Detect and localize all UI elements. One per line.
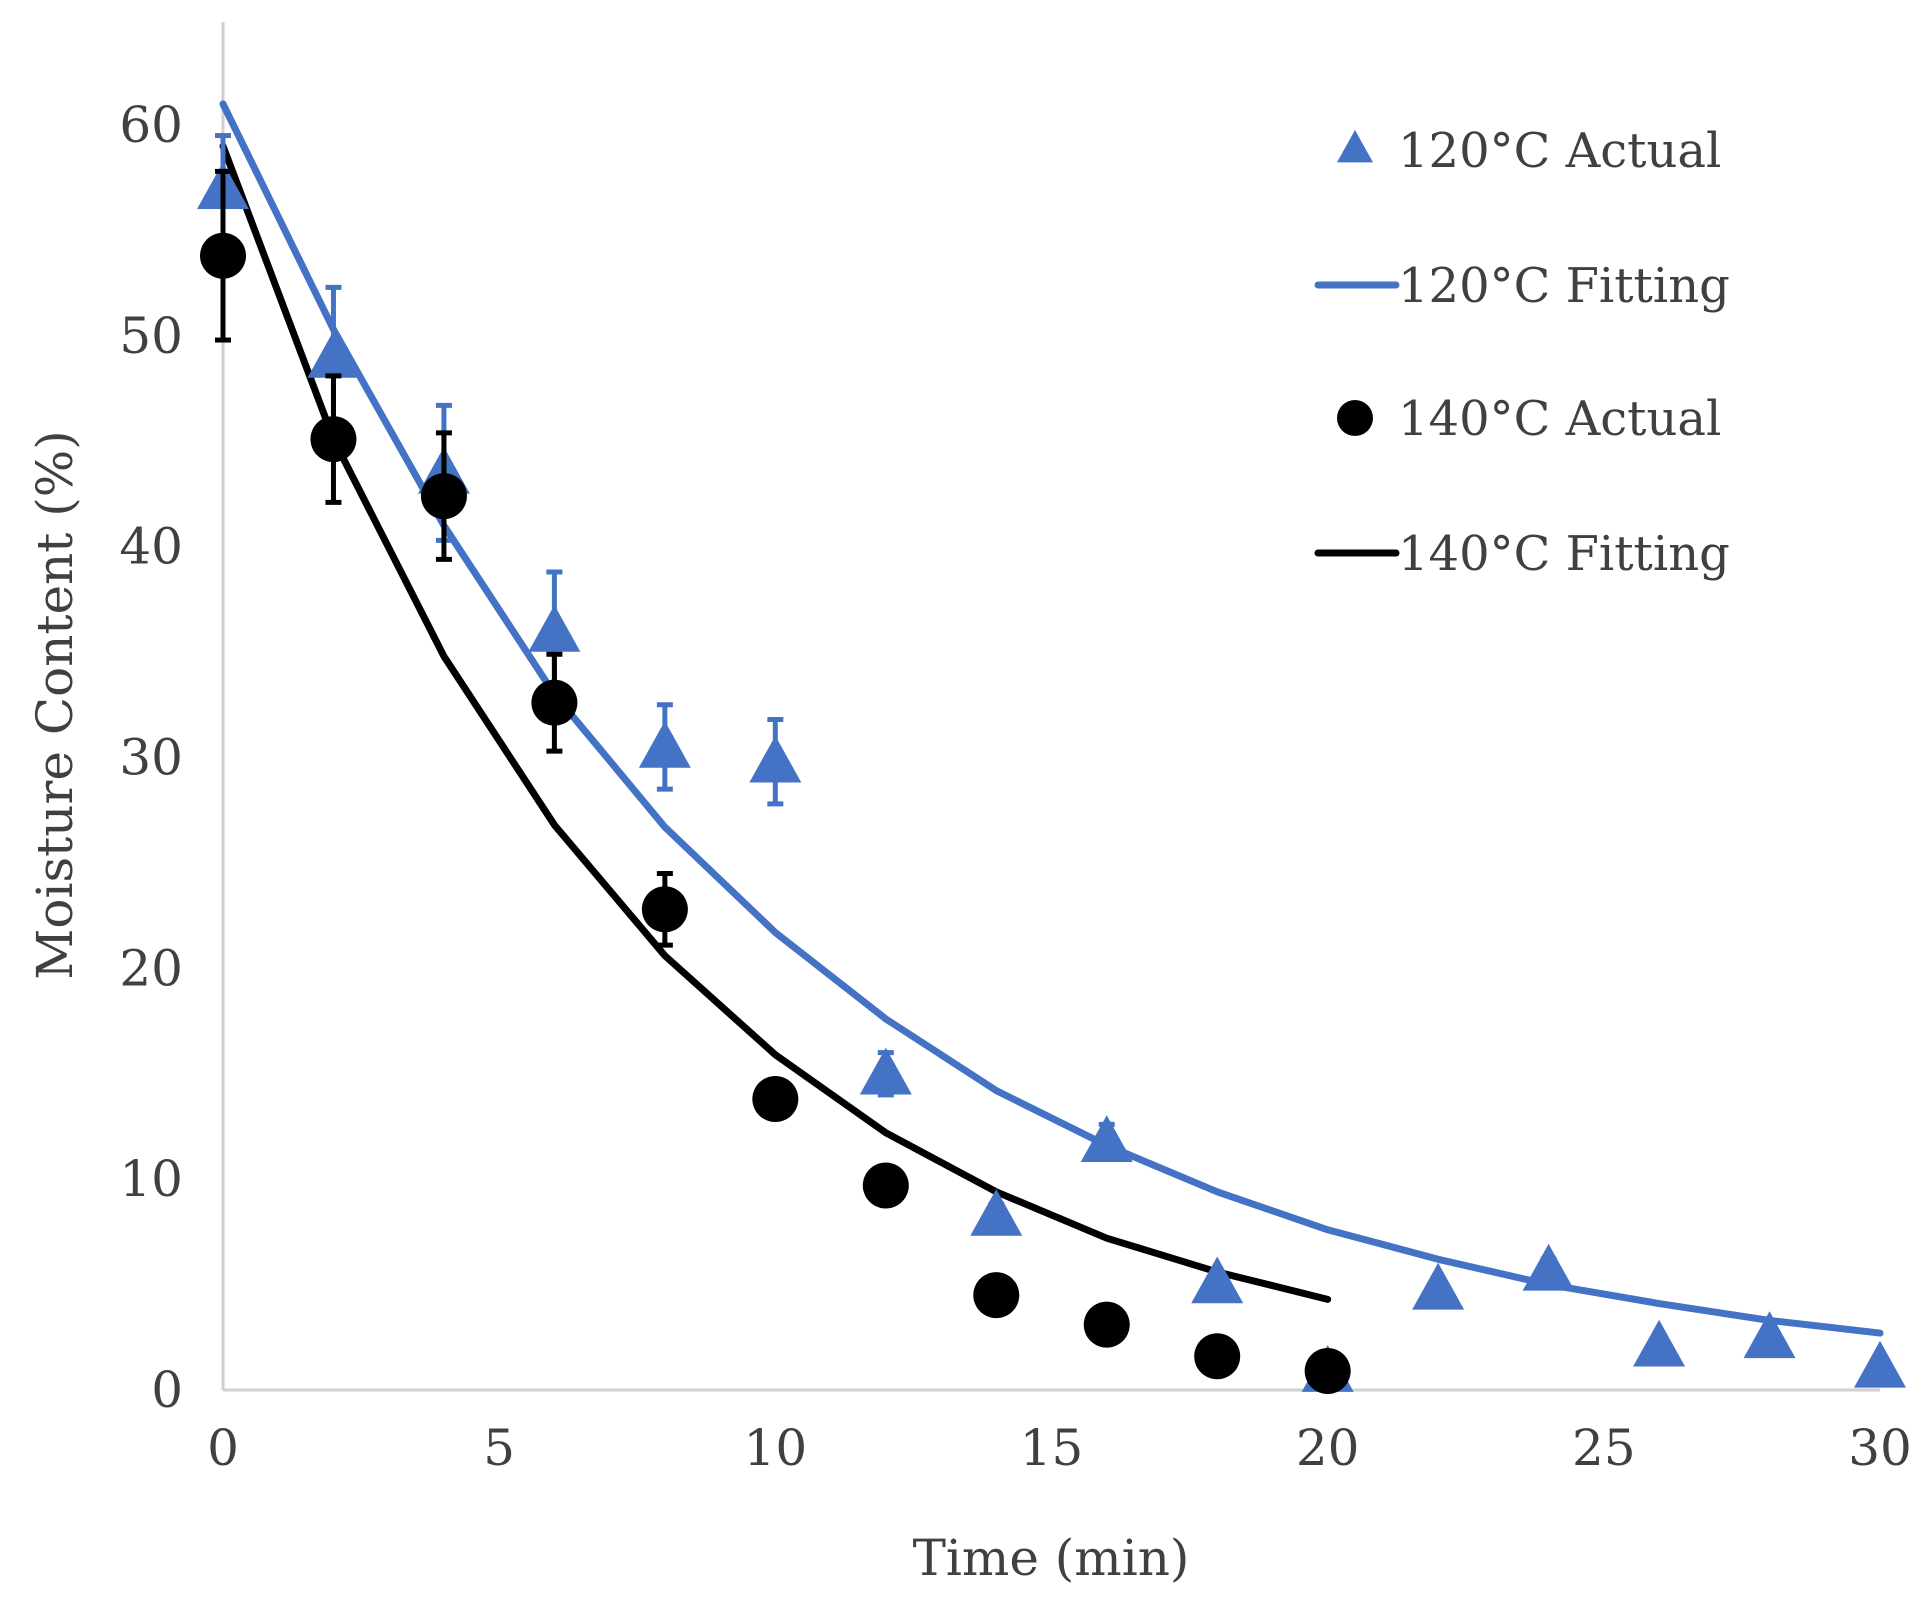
x-tick-label: 10 <box>744 1419 808 1477</box>
legend-label-140c-actual: 140°C Actual <box>1398 391 1721 447</box>
data-point-140c <box>420 473 467 520</box>
axes <box>221 22 1880 1392</box>
y-tick-label: 40 <box>119 518 183 576</box>
data-point-120c <box>1743 1311 1796 1359</box>
y-tick-label: 0 <box>151 1361 183 1419</box>
series-line-140c-fitting <box>219 142 1332 1303</box>
data-point-120c <box>1522 1243 1575 1291</box>
x-tick-label: 15 <box>1020 1419 1084 1477</box>
legend-marker-140c-actual <box>1337 400 1373 436</box>
x-tick-label: 0 <box>207 1419 239 1477</box>
y-tick-label: 50 <box>119 307 183 365</box>
data-point-120c <box>1633 1319 1686 1367</box>
data-point-120c <box>1080 1115 1133 1163</box>
data-point-140c <box>200 232 246 279</box>
data-point-120c <box>1191 1256 1244 1304</box>
data-point-120c <box>1854 1340 1906 1388</box>
data-point-140c <box>641 886 688 933</box>
legend: 120°C Actual 120°C Fitting 140°C Actual 140… <box>1314 123 1730 582</box>
data-point-140c <box>1194 1333 1241 1380</box>
y-tick-label: 10 <box>119 1150 183 1208</box>
legend-label-120c-fitting: 120°C Fitting <box>1398 258 1730 314</box>
x-tick-label: 20 <box>1296 1419 1360 1477</box>
data-point-120c <box>749 735 802 783</box>
y-tick-label: 60 <box>119 96 183 154</box>
legend-label-120c-actual: 120°C Actual <box>1398 123 1721 179</box>
legend-marker-120c-actual <box>1337 130 1373 163</box>
data-point-140c <box>862 1162 909 1209</box>
x-axis-title: Time (min) <box>913 1529 1190 1587</box>
data-point-120c <box>528 605 581 652</box>
data-point-140c <box>1304 1348 1351 1395</box>
data-point-140c <box>531 679 578 726</box>
y-tick-labels: 0 10 20 30 40 50 60 <box>119 96 183 1419</box>
data-point-140c <box>752 1076 799 1123</box>
y-tick-label: 20 <box>119 939 183 997</box>
legend-label-140c-fitting: 140°C Fitting <box>1398 526 1730 582</box>
y-axis-title: Moisture Content (%) <box>26 430 84 980</box>
data-point-140c <box>1083 1301 1130 1348</box>
data-point-120c <box>970 1189 1023 1236</box>
x-tick-label: 5 <box>483 1419 515 1477</box>
y-tick-label: 30 <box>119 729 183 787</box>
data-point-120c <box>1412 1262 1465 1310</box>
data-point-120c <box>859 1047 912 1095</box>
x-tick-label: 30 <box>1848 1419 1912 1477</box>
data-point-120c <box>307 330 360 378</box>
x-tick-labels: 0 5 10 15 20 25 30 <box>207 1419 1912 1477</box>
x-tick-label: 25 <box>1572 1419 1636 1477</box>
data-point-140c <box>310 416 357 463</box>
plot-area <box>197 100 1906 1395</box>
data-point-140c <box>973 1272 1020 1319</box>
data-point-120c <box>638 720 691 768</box>
series-line-120c-fitting <box>219 100 1884 1337</box>
